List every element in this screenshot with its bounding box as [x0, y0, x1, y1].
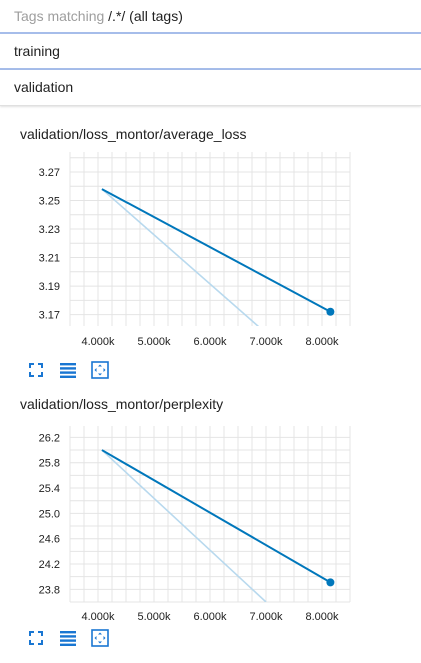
- x-tick-label: 6.000k: [193, 611, 227, 623]
- average-loss-chart[interactable]: 3.27 3.25 3.23 3.21 3.19 3.17 4.000k 5.000k 6.00…: [0, 148, 421, 358]
- fit-data-icon[interactable]: [91, 629, 109, 647]
- chart-title: validation/loss_montor/perplexity: [20, 396, 224, 412]
- x-tick-label: 7.000k: [249, 336, 283, 348]
- list-icon[interactable]: [59, 361, 77, 379]
- y-tick-label: 3.25: [39, 195, 60, 207]
- fit-data-icon[interactable]: [91, 361, 109, 379]
- series-end-point: [326, 578, 335, 587]
- y-tick-label: 3.27: [39, 167, 60, 179]
- run-group-validation[interactable]: validation: [0, 70, 421, 106]
- series-end-point: [326, 307, 335, 316]
- series-line-smoothed: [101, 449, 331, 584]
- perplexity-chart[interactable]: 26.2 25.8 25.4 25.0 24.6 24.2 23.8 4.000k 5.000k…: [0, 422, 421, 637]
- y-tick-label: 25.8: [39, 458, 60, 470]
- run-group-training[interactable]: training: [0, 34, 421, 70]
- y-tick-label: 23.8: [39, 584, 60, 596]
- y-tick-label: 3.21: [39, 253, 60, 265]
- x-tick-label: 7.000k: [249, 611, 283, 623]
- filter-prefix: Tags matching: [14, 8, 109, 24]
- series-line-ghost: [101, 449, 267, 602]
- series-line-ghost: [101, 188, 260, 326]
- run-label-validation: validation: [14, 79, 74, 95]
- chart-card-perplexity: validation/loss_montor/perplexity 26.2 25…: [0, 388, 421, 658]
- tag-filter-input[interactable]: Tags matching /.*/ (all tags): [0, 0, 421, 34]
- y-tick-label: 3.19: [39, 281, 60, 293]
- chart-card-average-loss: validation/loss_montor/average_loss 3.27…: [0, 118, 421, 380]
- series-line-smoothed: [101, 188, 331, 313]
- y-tick-label: 3.23: [39, 224, 60, 236]
- tag-filter-text: Tags matching /.*/ (all tags): [14, 8, 183, 24]
- y-tick-label: 3.17: [39, 310, 60, 322]
- fit-screen-icon[interactable]: [27, 361, 45, 379]
- x-tick-label: 4.000k: [81, 336, 115, 348]
- x-tick-label: 5.000k: [137, 336, 171, 348]
- filter-regex: /.*/: [108, 8, 126, 24]
- x-tick-label: 8.000k: [305, 611, 339, 623]
- list-icon[interactable]: [59, 629, 77, 647]
- filter-suffix: (all tags): [125, 8, 183, 24]
- x-tick-label: 5.000k: [137, 611, 171, 623]
- x-tick-label: 4.000k: [81, 611, 115, 623]
- run-label-training: training: [14, 43, 60, 59]
- y-tick-label: 24.6: [39, 534, 60, 546]
- y-tick-label: 25.0: [39, 508, 60, 520]
- x-tick-label: 6.000k: [193, 336, 227, 348]
- y-tick-label: 25.4: [39, 483, 60, 495]
- chart-title: validation/loss_montor/average_loss: [20, 126, 247, 142]
- fit-screen-icon[interactable]: [27, 629, 45, 647]
- y-tick-label: 26.2: [39, 432, 60, 444]
- x-tick-label: 8.000k: [305, 336, 339, 348]
- y-tick-label: 24.2: [39, 559, 60, 571]
